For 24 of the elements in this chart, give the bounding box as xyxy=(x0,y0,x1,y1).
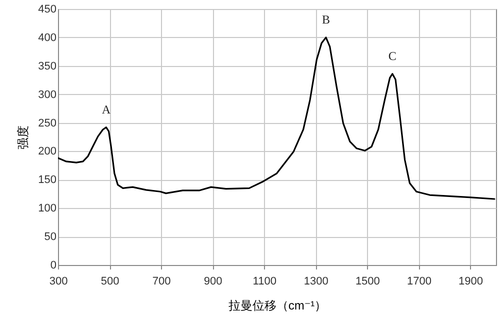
x-tick-label: 700 xyxy=(152,276,171,288)
y-tick-label: 200 xyxy=(38,146,56,158)
x-tick-label: 1900 xyxy=(458,276,483,288)
x-tick-label: 500 xyxy=(100,276,120,288)
y-tick-label: 150 xyxy=(38,174,56,186)
annotation: C xyxy=(388,48,396,63)
y-axis-title: 强度 xyxy=(16,126,30,150)
x-tick-label: 1500 xyxy=(355,276,380,288)
x-tick-label: 900 xyxy=(204,276,222,288)
y-tick-label: 50 xyxy=(44,231,56,244)
y-tick-label: 250 xyxy=(38,117,56,130)
x-axis-title: 拉曼位移（cm⁻¹） xyxy=(228,298,327,312)
y-tick-label: 400 xyxy=(38,32,56,44)
annotation: A xyxy=(102,102,111,116)
x-tick-label: 1700 xyxy=(406,276,432,288)
line-series xyxy=(58,36,496,200)
y-tick-label: 450 xyxy=(38,4,56,16)
annotation: B xyxy=(322,12,330,26)
y-tick-label: 0 xyxy=(50,260,56,272)
x-tick-label: 1300 xyxy=(304,276,328,288)
y-tick-label: 100 xyxy=(38,202,56,215)
y-tick-label: 300 xyxy=(38,88,56,101)
x-tick-label: 1100 xyxy=(252,276,276,288)
y-tick-label: 350 xyxy=(38,60,56,72)
